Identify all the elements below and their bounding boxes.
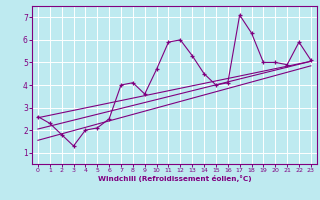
X-axis label: Windchill (Refroidissement éolien,°C): Windchill (Refroidissement éolien,°C) bbox=[98, 175, 251, 182]
